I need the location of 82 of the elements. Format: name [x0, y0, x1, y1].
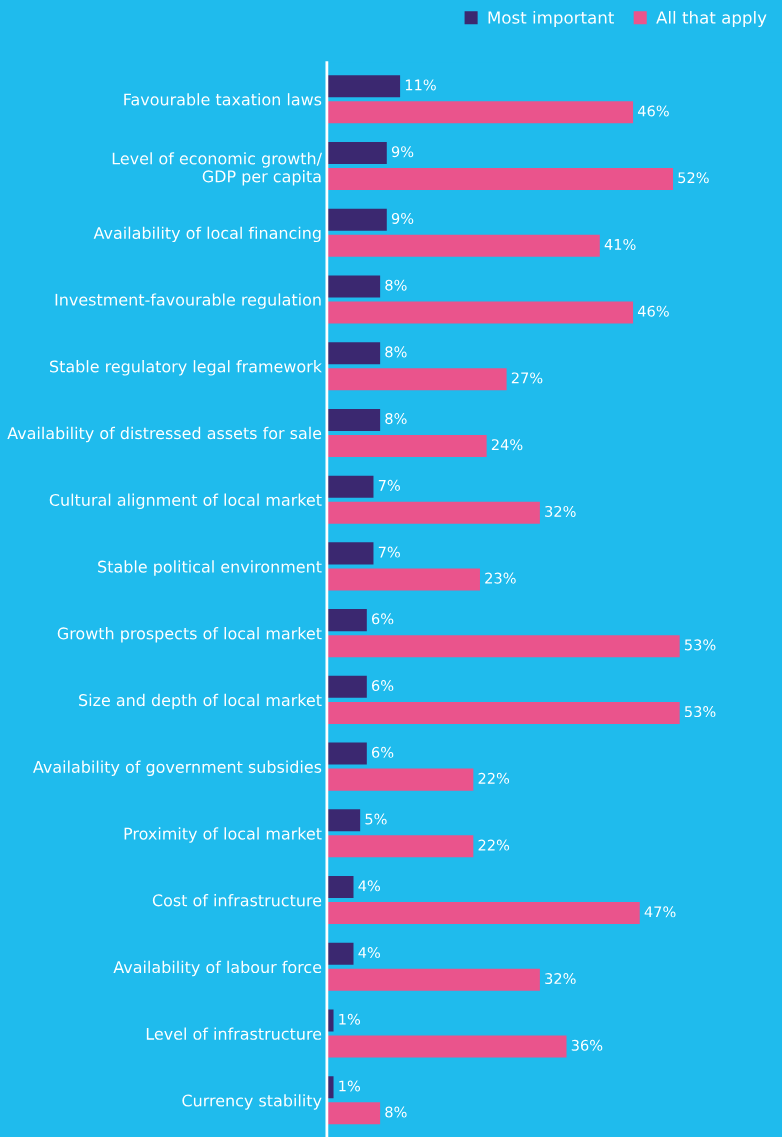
data-label: 5% [365, 813, 387, 825]
bar [326, 342, 381, 365]
bar [326, 768, 474, 791]
data-label: 46% [637, 305, 669, 317]
y-tick-label: Availability of labour force [113, 960, 322, 977]
y-tick-label: Investment-favourable regulation [55, 293, 321, 309]
data-label: 52% [678, 172, 709, 184]
y-tick-label: Level of infrastructure [146, 1027, 322, 1040]
bar [326, 501, 540, 524]
bar [326, 675, 367, 698]
data-label: 24% [491, 439, 523, 451]
bar [326, 635, 680, 658]
bar [326, 1102, 381, 1125]
bar [326, 234, 600, 257]
y-tick-label: Currency stability [182, 1094, 322, 1110]
bar [326, 275, 381, 298]
data-label: 6% [372, 746, 394, 758]
bar [326, 1009, 334, 1032]
bar [326, 876, 354, 899]
data-label: 23% [485, 572, 516, 584]
bar [326, 475, 374, 498]
bar [326, 141, 387, 164]
bar [326, 208, 387, 231]
bar [326, 434, 487, 457]
y-tick-label: Availability of government subsidies [33, 760, 322, 776]
bar [326, 942, 354, 965]
y-tick-label: Availability of distressed assets for sale [7, 426, 322, 443]
y-tick-label: Level of economic growth/ GDP per capita [112, 152, 323, 186]
data-label: 1% [339, 1080, 361, 1092]
bar [326, 609, 367, 632]
data-label: 8% [385, 279, 407, 291]
bar [326, 1035, 567, 1058]
bar [326, 568, 480, 591]
data-label: 27% [511, 372, 543, 384]
y-tick-label: Availability of local financing [93, 226, 321, 243]
data-label: 6% [372, 613, 394, 625]
data-label: 32% [545, 973, 576, 985]
data-label: 9% [391, 212, 414, 224]
bar [326, 167, 674, 190]
data-label: 41% [604, 238, 636, 250]
y-tick-label: Cost of infrastructure [152, 894, 322, 907]
data-label: 32% [545, 505, 576, 517]
data-label: 22% [478, 839, 510, 851]
bar [326, 301, 634, 324]
data-label: 53% [684, 706, 716, 718]
bar [326, 542, 374, 565]
y-tick-label: Stable political environment [98, 560, 322, 576]
data-label: 36% [571, 1039, 603, 1051]
y-tick-label: Size and depth of local market [79, 693, 322, 710]
data-label: 11% [405, 79, 436, 91]
data-label: 8% [385, 346, 407, 358]
y-tick-label: Proximity of local market [124, 827, 322, 843]
data-label: 4% [358, 947, 380, 959]
data-label: 7% [378, 479, 400, 491]
bar [326, 701, 680, 724]
data-label: 47% [644, 906, 676, 918]
bar [326, 75, 401, 98]
y-tick-label: Favourable taxation laws [124, 93, 322, 106]
bar [326, 902, 640, 925]
y-tick-label: Stable regulatory legal framework [50, 360, 322, 376]
bar [326, 968, 540, 991]
legend-label: All that apply [656, 10, 767, 28]
bar [326, 1076, 334, 1099]
bar [326, 368, 507, 391]
data-label: 9% [391, 146, 414, 158]
data-label: 7% [378, 546, 400, 558]
bar [326, 809, 361, 832]
legend-label: Most important [488, 10, 614, 28]
data-label: 8% [385, 1106, 407, 1118]
data-label: 6% [372, 680, 394, 692]
data-label: 1% [339, 1013, 361, 1025]
bar [326, 835, 474, 858]
data-label: 46% [637, 105, 669, 117]
data-label: 4% [358, 880, 380, 892]
data-label: 53% [684, 639, 716, 651]
y-tick-label: Growth prospects of local market [57, 627, 322, 643]
y-tick-label: Cultural alignment of local market [49, 493, 322, 510]
bar [326, 742, 367, 765]
bar [326, 101, 634, 124]
data-label: 8% [385, 413, 407, 425]
bar [326, 408, 381, 431]
data-label: 22% [478, 772, 510, 784]
